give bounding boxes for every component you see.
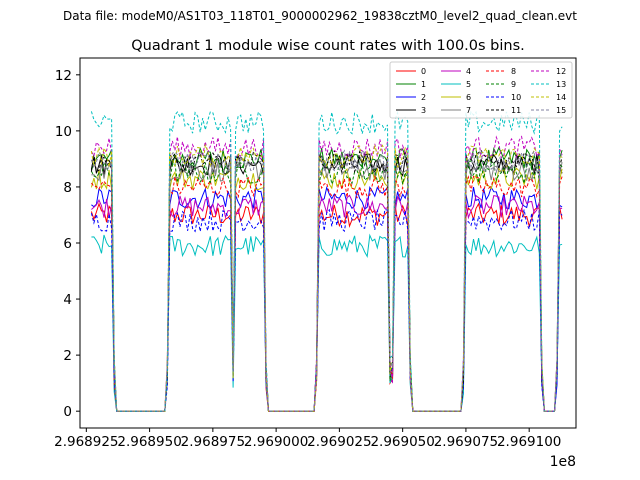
y-tick-label: 12 [55,68,72,84]
legend-label: 3 [421,106,426,115]
legend-label: 7 [466,106,471,115]
legend-label: 13 [556,80,566,89]
legend-label: 1 [421,80,426,89]
y-tick-label: 10 [55,124,72,140]
x-tick-label: 2.969100 [497,434,561,450]
series-line-10 [90,208,563,412]
y-tick-label: 0 [63,404,72,420]
series-line-11 [90,149,563,412]
legend-label: 5 [466,80,471,89]
legend-label: 6 [466,93,471,102]
y-axis: 0 2 4 6 8 10 12 [55,68,80,420]
legend-box [389,61,573,119]
legend-label: 11 [511,106,521,115]
y-tick-label: 6 [63,236,72,252]
x-tick-label: 2.969000 [244,434,308,450]
series-line-7 [91,157,563,412]
figure-suptitle: Data file: modeM0/AS1T03_118T01_90000029… [63,9,577,23]
plot-area [90,110,563,412]
series-line-2 [91,185,563,412]
legend-label: 2 [421,93,426,102]
y-tick-label: 8 [63,180,72,196]
legend-label: 14 [556,93,566,102]
x-tick-label: 2.969025 [307,434,371,450]
chart-title: Quadrant 1 module wise count rates with … [131,38,525,54]
series-line-9 [90,161,563,412]
series-line-5 [91,233,563,412]
x-axis: 2.9689252.9689502.9689752.9690002.969025… [54,428,561,450]
legend-label: 10 [511,93,521,102]
series-line-4 [91,194,563,412]
series-line-12 [90,135,563,412]
x-tick-label: 2.969075 [434,434,498,450]
series-line-13 [90,110,563,412]
legend-label: 4 [466,67,471,76]
series-line-3 [90,152,563,412]
x-tick-label: 2.969050 [370,434,434,450]
y-tick-label: 2 [63,348,72,364]
x-tick-label: 2.968975 [181,434,245,450]
y-tick-label: 4 [63,292,72,308]
legend-label: 8 [511,67,516,76]
legend-label: 12 [556,67,566,76]
legend-label: 0 [421,67,426,76]
legend-label: 9 [511,80,516,89]
x-tick-label: 2.968925 [54,434,118,450]
series-line-15 [90,149,563,412]
legend-label: 15 [556,106,566,115]
x-tick-label: 2.968950 [117,434,181,450]
series-line-14 [90,143,563,412]
x-offset-label: 1e8 [550,454,576,470]
series-line-0 [90,202,563,412]
